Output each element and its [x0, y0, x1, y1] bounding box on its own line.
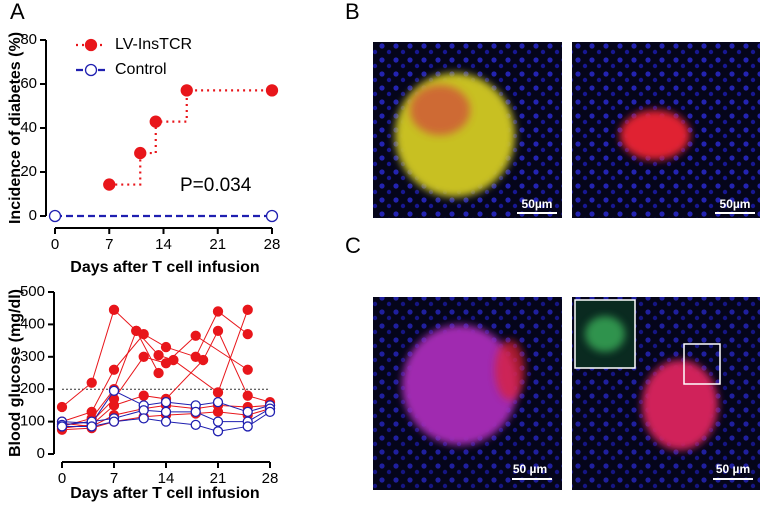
y-tick-label: 60 — [20, 75, 37, 92]
data-point — [108, 385, 120, 396]
legend-marker — [84, 63, 98, 77]
x-axis-label: Days after T cell infusion — [70, 259, 259, 276]
x-tick-label: 28 — [262, 470, 279, 487]
scale-bar-label: 50µm — [522, 197, 553, 211]
data-point — [212, 325, 224, 337]
x-tick-label: 7 — [110, 470, 118, 487]
x-tick-label: 21 — [209, 236, 226, 253]
data-point — [160, 406, 172, 418]
data-point — [212, 397, 224, 408]
data-point — [149, 115, 162, 128]
data-point — [212, 387, 224, 398]
y-tick-label: 300 — [20, 348, 45, 365]
data-point — [103, 178, 116, 191]
scale-bar-label: 50µm — [720, 197, 751, 211]
y-tick-label: 100 — [20, 413, 45, 430]
data-point — [56, 421, 68, 432]
x-tick-label: 0 — [58, 470, 66, 487]
micrograph: 50 µm — [572, 297, 760, 490]
data-point — [153, 367, 164, 379]
x-tick-label: 7 — [105, 236, 113, 253]
legend-label: Control — [115, 61, 167, 78]
panel-label: B — [345, 0, 360, 24]
legend-label: LV-InsTCR — [115, 36, 192, 53]
data-point — [212, 406, 224, 418]
x-axis-label: Days after T cell infusion — [70, 485, 259, 502]
y-tick-label: 200 — [20, 380, 45, 397]
y-tick-label: 20 — [20, 163, 37, 180]
data-point — [242, 406, 253, 418]
x-tick-label: 0 — [51, 236, 59, 253]
series-line — [109, 89, 272, 186]
data-point — [197, 354, 209, 366]
panel-label: C — [345, 233, 361, 258]
data-point — [160, 341, 172, 353]
data-point — [242, 364, 253, 375]
series-line — [61, 309, 249, 427]
data-point — [242, 390, 253, 401]
x-tick-label: 14 — [158, 470, 175, 487]
data-point — [242, 304, 253, 315]
data-point — [265, 84, 279, 97]
data-point — [86, 377, 97, 388]
data-point — [56, 401, 68, 413]
y-tick-label: 0 — [37, 445, 45, 462]
data-point — [108, 400, 120, 411]
data-point — [108, 364, 120, 375]
data-point — [160, 397, 172, 408]
y-tick-label: 500 — [20, 283, 45, 300]
data-point — [265, 209, 279, 223]
data-point — [242, 328, 253, 340]
data-point — [138, 390, 149, 401]
data-point — [134, 146, 147, 160]
data-point — [108, 304, 120, 315]
y-tick-label: 0 — [29, 207, 37, 224]
data-point — [138, 351, 149, 362]
data-point — [160, 416, 172, 427]
panel-label: A — [10, 0, 25, 24]
data-point — [131, 325, 142, 337]
scale-bar-label: 50 µm — [716, 462, 750, 476]
micrograph: 50 µm — [373, 297, 562, 490]
micrograph: 50µm — [572, 42, 760, 218]
data-point — [86, 421, 97, 432]
scale-bar-label: 50 µm — [513, 462, 547, 476]
legend-marker — [84, 38, 98, 52]
data-point — [153, 350, 164, 361]
y-tick-label: 80 — [20, 31, 37, 48]
data-point — [242, 421, 253, 432]
data-point — [160, 358, 172, 369]
data-point — [138, 413, 149, 424]
x-tick-label: 14 — [155, 236, 172, 253]
data-point — [180, 84, 193, 97]
y-axis-label: Blood glucose (mg/dl) — [7, 289, 24, 457]
series-line — [61, 310, 249, 423]
data-point — [212, 416, 224, 427]
x-tick-label: 28 — [264, 236, 281, 253]
data-point — [264, 406, 276, 418]
y-tick-label: 400 — [20, 315, 45, 332]
data-point — [190, 419, 201, 430]
data-point — [212, 426, 224, 437]
y-tick-label: 40 — [20, 119, 37, 136]
y-axis-label: Incidence of diabetes (%) — [7, 32, 24, 224]
data-point — [48, 209, 62, 223]
data-point — [190, 406, 201, 418]
annotation: P=0.034 — [180, 175, 252, 196]
micrograph: 50µm — [373, 42, 562, 218]
data-point — [212, 306, 224, 317]
x-tick-label: 21 — [210, 470, 227, 487]
data-point — [190, 330, 201, 341]
data-point — [108, 416, 120, 427]
